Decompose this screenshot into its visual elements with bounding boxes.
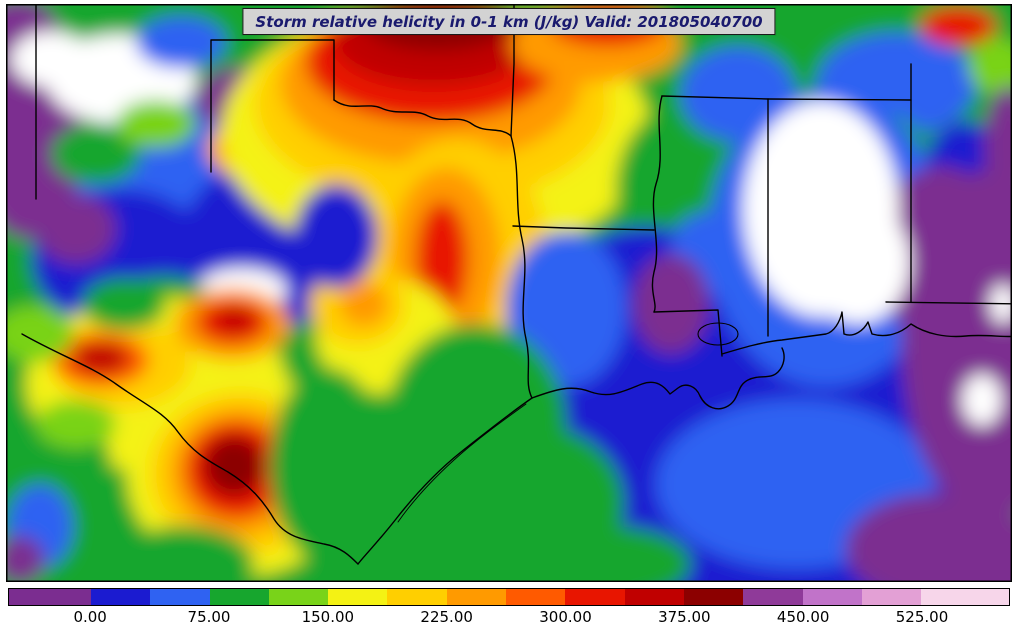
colorbar-segment — [328, 589, 388, 605]
colorbar-segment — [802, 589, 862, 605]
helicity-map — [6, 4, 1012, 582]
colorbar-segment — [91, 589, 151, 605]
colorbar-tick-label: 375.00 — [658, 608, 711, 626]
map-area: Storm relative helicity in 0-1 km (J/kg)… — [6, 4, 1012, 582]
colorbar-ticks: 0.00 75.00 150.00 225.00 300.00 375.00 450.00 5… — [8, 608, 1010, 632]
colorbar — [8, 588, 1010, 606]
colorbar-segment — [387, 589, 447, 605]
colorbar-segment — [506, 589, 566, 605]
state-borders — [21, 4, 1012, 565]
colorbar-tick-label: 75.00 — [187, 608, 231, 626]
colorbar-segment — [9, 589, 91, 605]
map-frame — [6, 4, 1012, 582]
colorbar-segment — [743, 589, 803, 605]
colorbar-segment — [683, 589, 744, 605]
colorbar-tick-label: 525.00 — [895, 608, 949, 626]
helicity-field — [6, 4, 1012, 582]
colorbar-segment — [565, 589, 625, 605]
colorbar-segment — [209, 589, 269, 605]
colorbar-tick-label: 150.00 — [301, 608, 355, 626]
map-title-box: Storm relative helicity in 0-1 km (J/kg)… — [242, 8, 776, 35]
colorbar-area: 0.00 75.00 150.00 225.00 300.00 375.00 450.00 5… — [8, 588, 1010, 632]
map-title: Storm relative helicity in 0-1 km (J/kg)… — [255, 13, 763, 31]
colorbar-tick-label: 0.00 — [73, 608, 107, 626]
colorbar-segment — [861, 589, 922, 605]
colorbar-segment — [150, 589, 210, 605]
colorbar-tick-label: 225.00 — [420, 608, 473, 626]
colorbar-segment — [921, 589, 1009, 605]
colorbar-segment — [268, 589, 329, 605]
colorbar-segment — [624, 589, 684, 605]
colorbar-tick-label: 300.00 — [539, 608, 592, 626]
colorbar-segment — [446, 589, 507, 605]
colorbar-tick-label: 450.00 — [776, 608, 830, 626]
